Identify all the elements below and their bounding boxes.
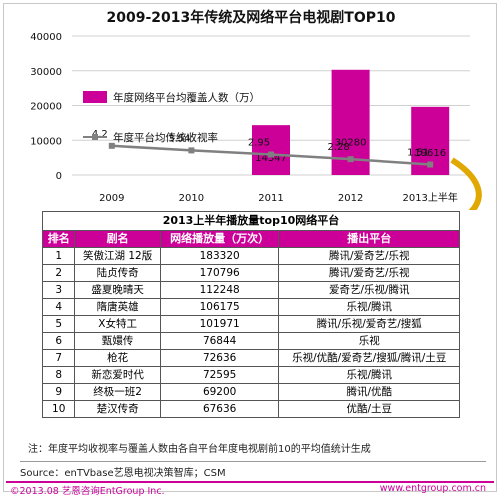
cell-rank: 10 bbox=[41, 400, 76, 418]
header-title: 剧名 bbox=[74, 230, 161, 248]
chart-title: 2009-2013年传统及网络平台电视剧TOP10 bbox=[107, 9, 396, 26]
cell-rank: 8 bbox=[41, 366, 76, 384]
line-point bbox=[268, 151, 274, 158]
cell-plays: 67636 bbox=[159, 400, 280, 418]
source-line: Source：enTVbase艺恩电视决策智库；CSM bbox=[20, 468, 226, 479]
cell-platform: 乐视/腾讯 bbox=[278, 366, 460, 384]
cell-rank: 1 bbox=[41, 247, 76, 265]
table-row: 6 甄嬛传 76844 乐视 bbox=[41, 332, 460, 350]
line-value-label: 3.54 bbox=[168, 133, 190, 144]
x-tick-label: 2013上半年 bbox=[402, 191, 457, 204]
cell-platform: 腾讯/优酷 bbox=[278, 383, 460, 401]
x-tick-label: 2009 bbox=[99, 193, 124, 204]
cell-platform: 腾讯/爱奇艺/乐视 bbox=[278, 247, 460, 265]
legend-line-marker bbox=[92, 134, 98, 140]
cell-plays: 69200 bbox=[159, 383, 280, 401]
footer-strip bbox=[6, 481, 494, 495]
bar-value-label: 30280 bbox=[335, 138, 367, 149]
cell-platform: 乐视/腾讯 bbox=[278, 298, 460, 316]
cell-rank: 7 bbox=[41, 349, 76, 367]
bar bbox=[252, 125, 290, 175]
line-value-label: 2.28 bbox=[327, 142, 349, 153]
cell-plays: 72595 bbox=[159, 366, 280, 384]
cell-rank: 2 bbox=[41, 264, 76, 282]
cell-plays: 170796 bbox=[159, 264, 280, 282]
site-url: www.entgroup.com.cn bbox=[379, 483, 486, 494]
cell-title: 楚汉传奇 bbox=[74, 400, 161, 418]
cell-title: 新恋爱时代 bbox=[74, 366, 161, 384]
table-row: 1 笑傲江湖 12版 183320 腾讯/爱奇艺/乐视 bbox=[41, 247, 460, 265]
line-point bbox=[188, 147, 195, 154]
table-row: 8 新恋爱时代 72595 乐视/腾讯 bbox=[41, 366, 460, 384]
legend-bar-swatch bbox=[83, 91, 107, 103]
y-tick-label: 30000 bbox=[30, 67, 62, 78]
curved-arrow-icon bbox=[450, 157, 482, 210]
y-tick-label: 20000 bbox=[30, 102, 62, 113]
bar-value-label: 14347 bbox=[255, 153, 287, 164]
line-value-label: 2.95 bbox=[248, 137, 270, 148]
header-plays: 网络播放量（万次） bbox=[159, 230, 280, 248]
cell-platform: 腾讯/爱奇艺/乐视 bbox=[278, 264, 460, 282]
cell-plays: 183320 bbox=[159, 247, 280, 265]
legend-bar-label: 年度网络平台均覆盖人数（万） bbox=[113, 91, 260, 104]
cell-rank: 5 bbox=[41, 315, 76, 333]
table-row: 5 X女特工 101971 腾讯/乐视/爱奇艺/搜狐 bbox=[41, 315, 460, 333]
line-value-label: 1.51 bbox=[407, 148, 429, 159]
cell-title: 甄嬛传 bbox=[74, 332, 161, 350]
cell-plays: 76844 bbox=[159, 332, 280, 350]
divider bbox=[20, 461, 486, 462]
footnote: 注：年度平均收视率与覆盖人数由各自平台年度电视剧前10的平均值统计生成 bbox=[28, 444, 371, 455]
table-row: 7 枪花 72636 乐视/优酷/爱奇艺/搜狐/腾讯/土豆 bbox=[41, 349, 460, 367]
top10-table-wrapper: 2013上半年播放量top10网络平台 排名 剧名 网络播放量（万次） 播出平台… bbox=[41, 211, 460, 418]
header-platform: 播出平台 bbox=[278, 230, 460, 248]
x-tick-label: 2011 bbox=[258, 193, 283, 204]
cell-platform: 爱奇艺/乐视/腾讯 bbox=[278, 281, 460, 299]
cell-title: 隋唐英雄 bbox=[74, 298, 161, 316]
header-rank: 排名 bbox=[41, 230, 76, 248]
cell-platform: 乐视/优酷/爱奇艺/搜狐/腾讯/土豆 bbox=[278, 349, 460, 367]
cell-rank: 9 bbox=[41, 383, 76, 401]
y-tick-label: 10000 bbox=[30, 136, 62, 147]
table-row: 3 盛夏晚晴天 112248 爱奇艺/乐视/腾讯 bbox=[41, 281, 460, 299]
legend-line-label: 年度平台均传统收视率 bbox=[113, 131, 218, 144]
table-row: 4 隋唐英雄 106175 乐视/腾讯 bbox=[41, 298, 460, 316]
cell-title: X女特工 bbox=[74, 315, 161, 333]
cell-plays: 72636 bbox=[159, 349, 280, 367]
cell-plays: 112248 bbox=[159, 281, 280, 299]
table-row: 2 陆贞传奇 170796 腾讯/爱奇艺/乐视 bbox=[41, 264, 460, 282]
top10-table: 2013上半年播放量top10网络平台 排名 剧名 网络播放量（万次） 播出平台… bbox=[41, 211, 460, 418]
figure-frame bbox=[3, 3, 497, 492]
cell-plays: 101971 bbox=[159, 315, 280, 333]
cell-platform: 乐视 bbox=[278, 332, 460, 350]
cell-title: 终极一班2 bbox=[74, 383, 161, 401]
line-point bbox=[427, 161, 434, 168]
copyright: ©2013.08 艺恩咨询EntGroup Inc. bbox=[10, 486, 165, 497]
cell-platform: 优酷/土豆 bbox=[278, 400, 460, 418]
y-tick-label: 0 bbox=[56, 171, 62, 182]
cell-title: 盛夏晚晴天 bbox=[74, 281, 161, 299]
bar-value-label: 19616 bbox=[414, 148, 446, 159]
cell-title: 陆贞传奇 bbox=[74, 264, 161, 282]
line-point bbox=[108, 142, 115, 149]
x-tick-label: 2010 bbox=[179, 193, 204, 204]
cell-rank: 3 bbox=[41, 281, 76, 299]
cell-plays: 106175 bbox=[159, 298, 280, 316]
cell-rank: 6 bbox=[41, 332, 76, 350]
cell-title: 枪花 bbox=[74, 349, 161, 367]
cell-platform: 腾讯/乐视/爱奇艺/搜狐 bbox=[278, 315, 460, 333]
table-row: 10 楚汉传奇 67636 优酷/土豆 bbox=[41, 400, 460, 418]
x-tick-label: 2012 bbox=[338, 193, 363, 204]
cell-rank: 4 bbox=[41, 298, 76, 316]
line-point bbox=[347, 156, 354, 163]
table-title: 2013上半年播放量top10网络平台 bbox=[42, 211, 460, 231]
chart: 2009-2013年传统及网络平台电视剧TOP10 14347 30280 1961… bbox=[30, 9, 482, 210]
line-value-label: 4.2 bbox=[92, 129, 108, 140]
y-tick-label: 40000 bbox=[30, 32, 62, 43]
table-row: 9 终极一班2 69200 腾讯/优酷 bbox=[41, 383, 460, 401]
cell-title: 笑傲江湖 12版 bbox=[74, 247, 161, 265]
